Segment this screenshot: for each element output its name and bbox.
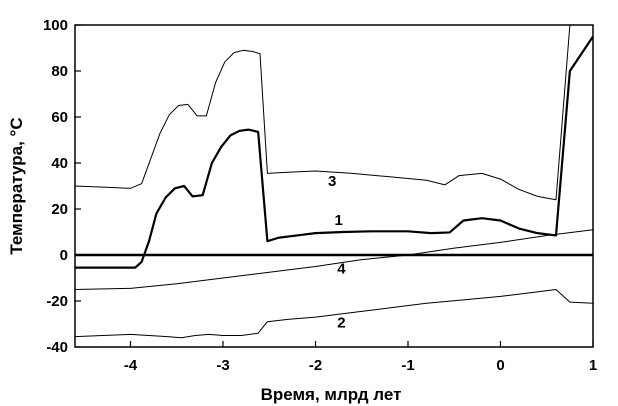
- y-tick-label: 40: [51, 155, 68, 172]
- series-line-2: [74, 289, 594, 339]
- series-layer: [74, 24, 594, 339]
- y-tick-label: -20: [46, 293, 68, 310]
- y-axis-title: Температура, °С: [7, 117, 26, 254]
- series-line-4: [74, 229, 594, 290]
- series-line-3: [74, 24, 593, 201]
- curve-label-layer: 1 2 3 4: [328, 173, 346, 331]
- y-tick-label: -40: [46, 339, 68, 356]
- x-tick-label: -1: [401, 357, 414, 374]
- x-tick-label: -3: [216, 357, 229, 374]
- curve-label-3: 3: [328, 173, 336, 190]
- y-tick-label: 80: [51, 63, 68, 80]
- tick-layer: -4 -3 -2 -1 0 1 -40 -20 0 20 40 60 80 100: [43, 17, 597, 374]
- x-tick-label: 1: [589, 357, 597, 374]
- curve-label-4: 4: [337, 260, 346, 277]
- curve-label-1: 1: [334, 212, 342, 229]
- x-axis-title: Время, млрд лет: [261, 385, 402, 404]
- y-tick-label: 60: [51, 109, 68, 126]
- y-tick-label: 100: [43, 17, 68, 34]
- x-tick-label: -2: [309, 357, 322, 374]
- curve-label-2: 2: [337, 314, 345, 331]
- series-line-1: [75, 35, 594, 269]
- x-tick-label: -4: [124, 357, 138, 374]
- y-tick-label: 20: [51, 201, 68, 218]
- x-tick-label: 0: [496, 357, 504, 374]
- y-tick-label: 0: [60, 247, 68, 264]
